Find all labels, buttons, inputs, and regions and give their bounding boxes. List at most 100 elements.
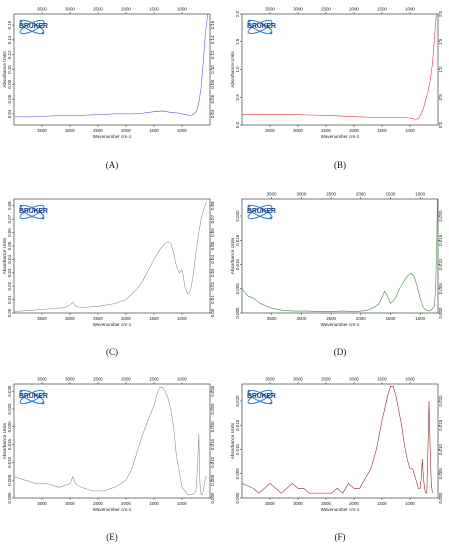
- spectrum-line: [241, 198, 438, 312]
- y-right-tick-label: 0.0: [438, 121, 443, 128]
- y-tick-label: 0.03: [7, 268, 12, 277]
- atom-icon: [247, 389, 273, 405]
- plot-frame: [13, 198, 211, 314]
- spectrum-panel: 3500 3500 3000 3000 2500 2500 2000 2000 1500 1500…: [230, 372, 449, 540]
- y-tick-label: 0.14: [7, 35, 12, 44]
- bruker-logo-text: BRUKER: [19, 23, 48, 30]
- spectrum-panel: 3500 3500 3000 3000 2500 2500 2000 2000 1500 1500…: [230, 2, 449, 167]
- x-tick-label: 1000: [405, 501, 415, 506]
- x-tick-label: 3000: [65, 316, 75, 321]
- atom-icon: [19, 204, 45, 220]
- y-tick-label: 0.00: [7, 308, 12, 317]
- y-axis-label: Absorbance Units: [230, 51, 235, 88]
- atom-icon: [247, 19, 273, 35]
- y-tick-label: 1.0: [235, 66, 240, 73]
- bruker-logo: BRUKER: [17, 386, 48, 408]
- x-top-tick-label: 3500: [37, 7, 47, 12]
- y-right-tick-label: 0.04: [210, 255, 215, 264]
- bruker-logo-text: BRUKER: [247, 208, 276, 215]
- x-tick-label: 3000: [65, 128, 75, 133]
- x-top-tick-label: 3000: [297, 192, 307, 197]
- x-axis-label: Wavenumber cm-1: [93, 507, 132, 512]
- panel-label: (E): [106, 532, 118, 542]
- x-top-tick-label: 1500: [386, 192, 396, 197]
- plot-frame: [13, 383, 211, 499]
- y-tick-label: 0.025: [7, 403, 12, 415]
- y-axis-label: Absorbance Units: [2, 237, 7, 274]
- atom-icon: [247, 204, 273, 220]
- x-top-tick-label: 3000: [65, 377, 75, 382]
- y-right-tick-label: 0.10: [210, 65, 215, 74]
- x-top-tick-label: 3000: [65, 7, 75, 12]
- x-tick-label: 3000: [293, 501, 303, 506]
- panel-label: (A): [105, 160, 119, 170]
- x-top-tick-label: 3500: [265, 377, 275, 382]
- y-right-tick-label: 0.005: [210, 474, 215, 486]
- x-tick-label: 2000: [121, 501, 131, 506]
- y-right-tick-label: 0.020: [438, 395, 443, 407]
- bruker-logo-text: BRUKER: [247, 23, 276, 30]
- y-right-tick-label: 1.5: [438, 38, 443, 45]
- bruker-logo: BRUKER: [17, 16, 48, 38]
- bruker-logo: BRUKER: [245, 16, 276, 38]
- y-right-tick-label: 1.0: [438, 66, 443, 73]
- y-right-tick-label: 0.05: [210, 241, 215, 250]
- y-tick-label: 0.07: [7, 214, 12, 223]
- x-top-tick-label: 3500: [267, 192, 277, 197]
- y-tick-label: 0.005: [235, 283, 240, 295]
- x-tick-label: 1500: [149, 316, 159, 321]
- x-top-tick-label: 2000: [349, 377, 359, 382]
- panel-label: (C): [106, 347, 118, 357]
- y-tick-label: 0.10: [7, 65, 12, 74]
- x-tick-label: 3500: [37, 501, 47, 506]
- y-right-tick-label: 0.08: [210, 201, 215, 210]
- x-tick-label: 2500: [93, 316, 103, 321]
- y-right-tick-label: 0.015: [438, 419, 443, 431]
- x-top-tick-label: 2500: [326, 192, 336, 197]
- y-right-tick-label: 0.08: [210, 79, 215, 88]
- x-top-tick-label: 3500: [265, 7, 275, 12]
- y-tick-label: 0.000: [235, 492, 240, 504]
- x-top-tick-label: 1000: [177, 7, 187, 12]
- y-tick-label: 0.06: [7, 94, 12, 103]
- y-tick-label: 0.030: [7, 385, 12, 397]
- bruker-logo-text: BRUKER: [19, 393, 48, 400]
- y-tick-label: 0.020: [235, 395, 240, 407]
- x-tick-label: 1000: [177, 128, 187, 133]
- y-right-tick-label: 0.000: [438, 307, 443, 319]
- bruker-logo: BRUKER: [245, 386, 276, 408]
- y-tick-label: 0.010: [7, 456, 12, 468]
- y-tick-label: 0.06: [7, 228, 12, 237]
- x-top-tick-label: 1000: [415, 192, 425, 197]
- x-tick-label: 3500: [37, 316, 47, 321]
- x-tick-label: 3500: [37, 128, 47, 133]
- y-right-tick-label: 0.025: [210, 403, 215, 415]
- x-tick-label: 1500: [149, 501, 159, 506]
- x-top-tick-label: 3000: [293, 377, 303, 382]
- x-tick-label: 2500: [93, 128, 103, 133]
- x-tick-label: 1000: [177, 501, 187, 506]
- spectrum-panel: 3500 3000 2500 2000 1500 1000 0.00 0.00 0.01 0.01…: [2, 187, 232, 355]
- x-top-tick-label: 2500: [321, 7, 331, 12]
- x-top-tick-label: 2500: [93, 7, 103, 12]
- y-right-tick-label: 0.030: [210, 385, 215, 397]
- x-axis-label: Wavenumber cm-1: [321, 507, 360, 512]
- x-tick-label: 1500: [377, 501, 387, 506]
- y-tick-label: 0.04: [7, 255, 12, 264]
- x-tick-label: 2500: [93, 501, 103, 506]
- y-tick-label: 0.0: [235, 121, 240, 128]
- x-tick-label: 3500: [265, 128, 275, 133]
- y-tick-label: 0.010: [235, 258, 240, 270]
- y-right-tick-label: 0.015: [438, 234, 443, 246]
- spectrum-panel: 3500 3500 3000 3000 2500 2500 2000 2000 1500 1500…: [2, 2, 232, 167]
- y-right-tick-label: 0.010: [438, 258, 443, 270]
- plot-frame: [241, 383, 439, 499]
- y-right-tick-label: 0.06: [210, 228, 215, 237]
- spectrum-chart: 3500 3000 2500 2000 1500 1000 0.00 0.00 0.01 0.01…: [2, 198, 215, 327]
- spectrum-chart: 3500 3500 3000 3000 2500 2500 2000 2000 1500 1500…: [230, 192, 443, 328]
- x-top-tick-label: 1000: [177, 377, 187, 382]
- x-top-tick-label: 2500: [321, 377, 331, 382]
- y-tick-label: 0.005: [7, 474, 12, 486]
- y-right-tick-label: 0.000: [210, 492, 215, 504]
- x-top-tick-label: 2000: [121, 377, 131, 382]
